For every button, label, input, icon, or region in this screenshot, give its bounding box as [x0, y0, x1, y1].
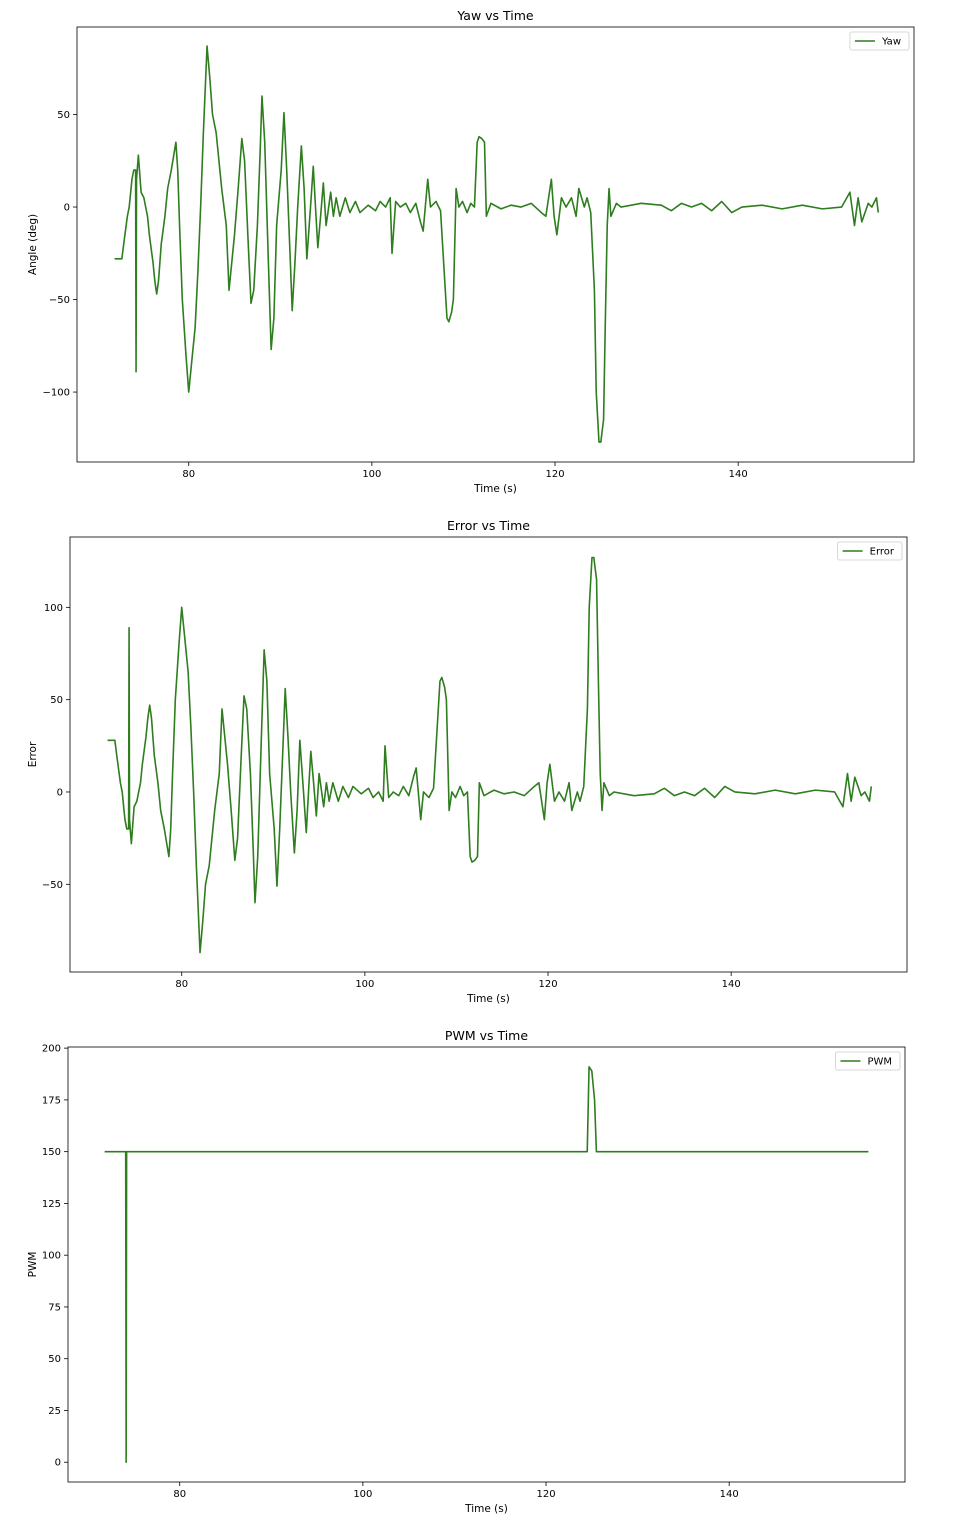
- y-tick-label: 25: [48, 1406, 61, 1417]
- x-tick-label: 120: [536, 1489, 555, 1500]
- y-tick-label: 100: [42, 1251, 61, 1262]
- chart-title: Yaw vs Time: [456, 8, 534, 23]
- x-axis-label: Time (s): [466, 993, 510, 1005]
- chart-title: Error vs Time: [447, 518, 530, 533]
- legend: Yaw: [849, 31, 910, 51]
- chart: Yaw vs Time Time (s) Angle (deg) 80 100 120 14…: [27, 8, 748, 495]
- y-tick-label: −50: [49, 295, 70, 306]
- y-tick-label: 175: [42, 1095, 61, 1106]
- x-tick-label: 140: [729, 469, 748, 480]
- chart: PWM vs Time Time (s) PWM 80 100 120 140 0 25 50 75…: [27, 1028, 739, 1515]
- legend-box: [835, 1051, 901, 1071]
- plot-area: [107, 556, 873, 954]
- y-tick-label: −50: [42, 880, 63, 891]
- x-tick-label: 140: [722, 979, 741, 990]
- y-axis-label: Angle (deg): [27, 214, 39, 275]
- x-tick-label: 100: [353, 1489, 372, 1500]
- axes-frame: [69, 536, 908, 973]
- y-tick-label: 50: [50, 695, 63, 706]
- y-tick-label: 100: [44, 603, 63, 614]
- y-tick-label: 50: [57, 110, 70, 121]
- x-tick-label: 120: [545, 469, 564, 480]
- y-tick-label: −100: [43, 388, 70, 399]
- y-tick-label: 0: [64, 203, 70, 214]
- x-tick-label: 120: [538, 979, 557, 990]
- chart-title: PWM vs Time: [445, 1028, 528, 1043]
- plot-area: [114, 45, 880, 443]
- x-tick-label: 100: [355, 979, 374, 990]
- y-axis-label: Error: [27, 741, 39, 767]
- legend: PWM: [835, 1051, 901, 1071]
- y-axis-label: PWM: [27, 1252, 39, 1278]
- legend: Error: [837, 541, 903, 561]
- y-tick-label: 75: [48, 1302, 61, 1313]
- data-line: [107, 556, 873, 954]
- y-tick-label: 0: [55, 1458, 61, 1469]
- x-axis-label: Time (s): [473, 483, 517, 495]
- axes-frame: [76, 26, 915, 463]
- chart: Error vs Time Time (s) Error 80 100 120 140 −50…: [27, 518, 741, 1005]
- y-tick-label: 50: [48, 1354, 61, 1365]
- legend-label: Error: [870, 547, 895, 558]
- x-tick-label: 80: [182, 469, 195, 480]
- y-tick-label: 125: [42, 1199, 61, 1210]
- x-tick-label: 100: [362, 469, 381, 480]
- legend-label: PWM: [867, 1057, 892, 1068]
- y-tick-label: 150: [42, 1147, 61, 1158]
- plot-area: [104, 1065, 869, 1464]
- x-tick-label: 80: [175, 979, 188, 990]
- axes-frame: [67, 1046, 906, 1483]
- legend-label: Yaw: [881, 37, 901, 48]
- x-axis-label: Time (s): [464, 1503, 508, 1515]
- data-line: [114, 45, 880, 443]
- data-line: [104, 1065, 869, 1464]
- x-tick-label: 80: [173, 1489, 186, 1500]
- x-tick-label: 140: [720, 1489, 739, 1500]
- y-tick-label: 200: [42, 1044, 61, 1055]
- legend-box: [849, 31, 910, 51]
- legend-box: [837, 541, 903, 561]
- y-tick-label: 0: [57, 787, 63, 798]
